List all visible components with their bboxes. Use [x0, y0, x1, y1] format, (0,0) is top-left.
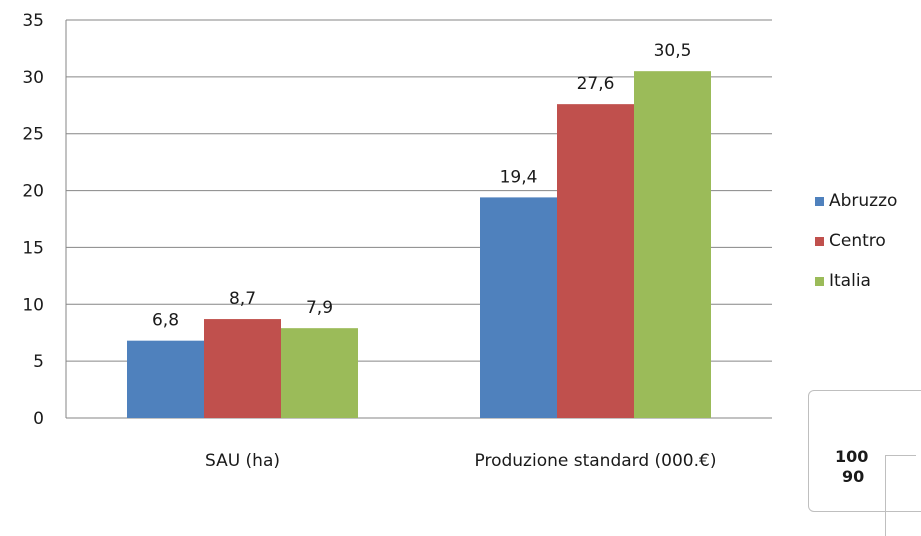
legend-swatch-italia [815, 276, 824, 286]
legend-swatch-abruzzo [815, 196, 824, 206]
x-category-label: Produzione standard (000.€) [475, 451, 717, 471]
legend-label-abruzzo: Abruzzo [829, 191, 898, 211]
y-tick-label: 25 [22, 125, 44, 145]
inset-tick-90: 90 [842, 467, 865, 486]
y-tick-label: 0 [33, 409, 44, 429]
second-chart-fragment: 100 90 [808, 390, 921, 536]
y-tick-label: 30 [22, 68, 44, 88]
legend-item-abruzzo: Abruzzo [815, 188, 897, 214]
legend: Abruzzo Centro Italia [815, 188, 897, 308]
bar-centro-0 [204, 319, 281, 418]
inset-plot-area [885, 455, 916, 536]
legend-label-centro: Centro [829, 231, 886, 251]
bar-italia-0 [281, 328, 358, 418]
data-label: 30,5 [654, 41, 692, 61]
legend-label-italia: Italia [829, 271, 871, 291]
data-label: 6,8 [152, 311, 179, 331]
legend-item-italia: Italia [815, 268, 897, 294]
data-label: 19,4 [500, 167, 538, 187]
y-tick-label: 20 [22, 182, 44, 202]
data-label: 7,9 [306, 298, 333, 318]
legend-item-centro: Centro [815, 228, 897, 254]
data-label: 8,7 [229, 289, 256, 309]
y-tick-label: 15 [22, 238, 44, 258]
x-category-label: SAU (ha) [205, 451, 280, 471]
y-tick-label: 10 [22, 295, 44, 315]
bar-italia-1 [634, 71, 711, 419]
legend-swatch-centro [815, 236, 824, 246]
inset-tick-100: 100 [835, 447, 869, 466]
y-tick-label: 5 [33, 352, 44, 372]
data-label: 27,6 [577, 74, 615, 94]
y-tick-label: 35 [22, 11, 44, 31]
bar-abruzzo-1 [480, 197, 557, 418]
bar-abruzzo-0 [127, 340, 204, 418]
bar-centro-1 [557, 104, 634, 419]
bar-chart: 0 5 10 15 20 25 30 35 6,8 8,7 7,9 SAU (ha) 19,4 27,6 3… [22, 11, 772, 471]
